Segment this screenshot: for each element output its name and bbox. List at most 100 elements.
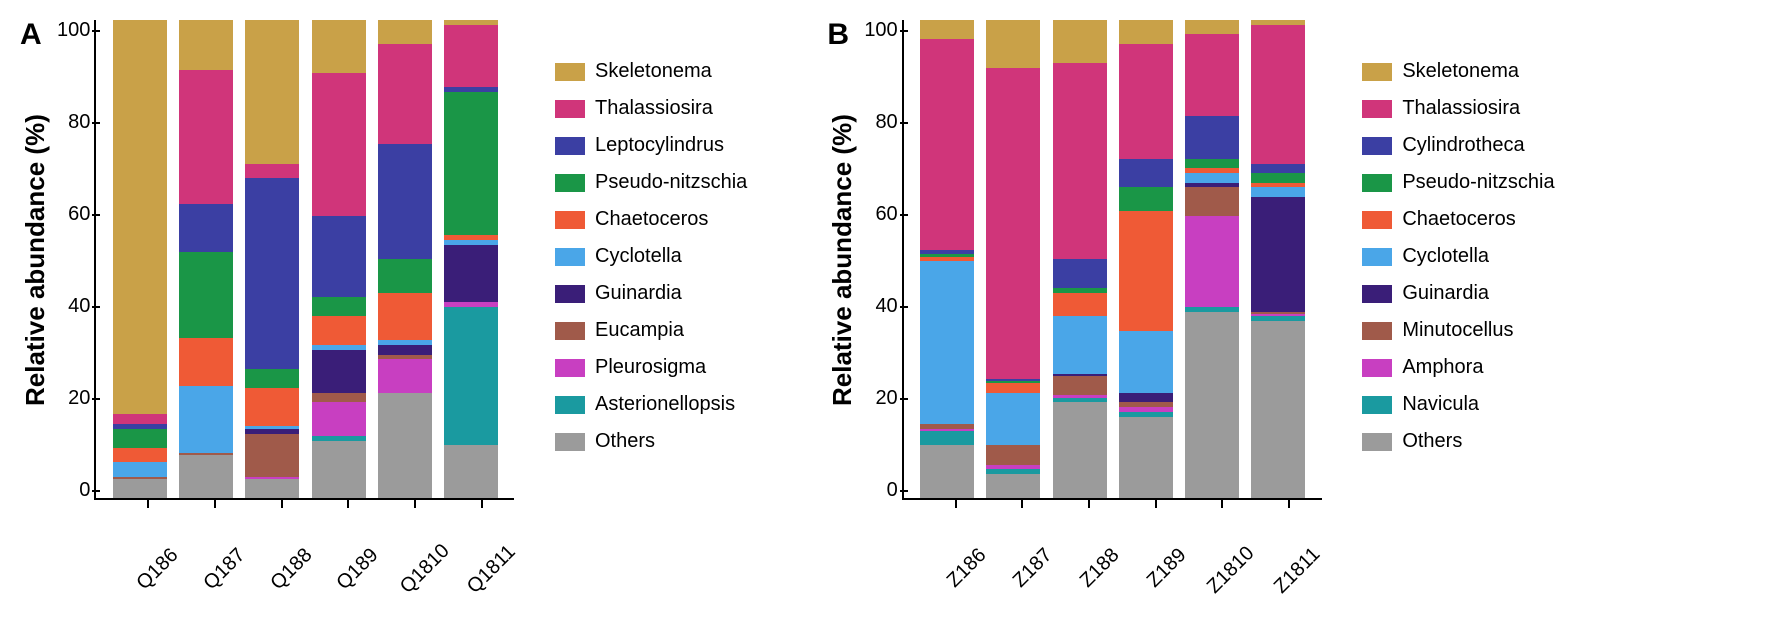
y-ticks: 100806040200 bbox=[864, 20, 901, 500]
y-tick: 0 bbox=[79, 480, 90, 500]
legend-label: Pleurosigma bbox=[595, 356, 706, 379]
legend-swatch bbox=[555, 100, 585, 118]
legend-label: Cyclotella bbox=[595, 245, 682, 268]
bar-segment bbox=[986, 20, 1040, 68]
x-label: Q189 bbox=[329, 544, 383, 598]
bar-segment bbox=[1251, 187, 1305, 197]
y-tick: 60 bbox=[875, 204, 897, 224]
bar-segment bbox=[1185, 116, 1239, 159]
bar-segment bbox=[1119, 393, 1173, 403]
legend-item: Cyclotella bbox=[1362, 245, 1554, 268]
bar bbox=[1185, 20, 1239, 498]
bar-segment bbox=[986, 383, 1040, 393]
bar-segment bbox=[444, 245, 498, 302]
y-ticks: 100806040200 bbox=[57, 20, 94, 500]
legend-swatch bbox=[555, 63, 585, 81]
legend-swatch bbox=[1362, 359, 1392, 377]
bar-segment bbox=[986, 445, 1040, 464]
bar-segment bbox=[113, 414, 167, 424]
legend-label: Thalassiosira bbox=[1402, 97, 1520, 120]
bar-segment bbox=[312, 73, 366, 216]
bar-segment bbox=[920, 445, 974, 498]
bar-segment bbox=[312, 216, 366, 297]
bar-segment bbox=[1185, 159, 1239, 169]
legend-label: Skeletonema bbox=[1402, 60, 1519, 83]
bar-segment bbox=[312, 393, 366, 403]
bar bbox=[312, 20, 366, 498]
legend-swatch bbox=[1362, 63, 1392, 81]
x-label: Z1810 bbox=[1203, 544, 1257, 598]
bar-segment bbox=[1251, 25, 1305, 164]
y-tick: 20 bbox=[68, 388, 90, 408]
legend-label: Eucampia bbox=[595, 319, 684, 342]
legend-label: Leptocylindrus bbox=[595, 134, 724, 157]
bar-segment bbox=[312, 20, 366, 73]
legend-item: Chaetoceros bbox=[1362, 208, 1554, 231]
x-label: Q188 bbox=[262, 544, 316, 598]
legend-item: Cylindrotheca bbox=[1362, 134, 1554, 157]
bar-segment bbox=[986, 68, 1040, 379]
x-label: Q187 bbox=[196, 544, 250, 598]
panel-a: ARelative abundance (%)100806040200Q186Q… bbox=[20, 20, 747, 567]
bar-segment bbox=[1119, 417, 1173, 498]
chart-box bbox=[94, 20, 514, 500]
bar-segment bbox=[444, 92, 498, 235]
bar-segment bbox=[113, 20, 167, 414]
legend-item: Leptocylindrus bbox=[555, 134, 747, 157]
legend-swatch bbox=[555, 137, 585, 155]
bar-segment bbox=[245, 20, 299, 163]
legend-label: Amphora bbox=[1402, 356, 1483, 379]
bar-segment bbox=[1053, 402, 1107, 498]
bar-segment bbox=[1119, 159, 1173, 188]
bar-segment bbox=[444, 25, 498, 87]
bar-segment bbox=[1251, 321, 1305, 498]
bar-segment bbox=[1053, 20, 1107, 63]
y-tick: 80 bbox=[68, 112, 90, 132]
legend-label: Pseudo-nitzschia bbox=[595, 171, 747, 194]
legend-swatch bbox=[555, 248, 585, 266]
bar-segment bbox=[245, 178, 299, 369]
bar-segment bbox=[1053, 376, 1107, 395]
x-labels: Q186Q187Q188Q189Q1810Q1811 bbox=[105, 508, 525, 567]
bar-segment bbox=[378, 359, 432, 392]
legend-item: Eucampia bbox=[555, 319, 747, 342]
x-label: Z1811 bbox=[1270, 544, 1324, 598]
bar-segment bbox=[1251, 164, 1305, 174]
bar bbox=[920, 20, 974, 498]
bar-segment bbox=[1119, 44, 1173, 159]
legend-label: Guinardia bbox=[1402, 282, 1489, 305]
y-tick: 100 bbox=[864, 20, 897, 40]
legend-item: Asterionellopsis bbox=[555, 393, 747, 416]
bar-segment bbox=[378, 44, 432, 144]
legend-swatch bbox=[1362, 174, 1392, 192]
legend-item: Skeletonema bbox=[555, 60, 747, 83]
bar-segment bbox=[179, 386, 233, 453]
legend-item: Guinardia bbox=[1362, 282, 1554, 305]
panel-b: BRelative abundance (%)100806040200Z186Z… bbox=[827, 20, 1554, 567]
legend-label: Pseudo-nitzschia bbox=[1402, 171, 1554, 194]
bar-segment bbox=[378, 293, 432, 341]
legend-swatch bbox=[1362, 322, 1392, 340]
bar bbox=[179, 20, 233, 498]
legend-label: Minutocellus bbox=[1402, 319, 1513, 342]
bar-segment bbox=[1185, 312, 1239, 498]
legend: Skeletonema Thalassiosira Cylindrotheca Pse… bbox=[1362, 60, 1554, 567]
bar-segment bbox=[1251, 197, 1305, 312]
bar-segment bbox=[444, 445, 498, 498]
y-tick: 0 bbox=[887, 480, 898, 500]
legend-item: Amphora bbox=[1362, 356, 1554, 379]
legend-item: Minutocellus bbox=[1362, 319, 1554, 342]
bar-segment bbox=[378, 144, 432, 259]
legend-item: Others bbox=[555, 430, 747, 453]
bar-segment bbox=[1119, 20, 1173, 44]
bar-segment bbox=[986, 393, 1040, 446]
bar-segment bbox=[920, 39, 974, 249]
x-label: Z186 bbox=[936, 544, 990, 598]
bar-segment bbox=[1053, 63, 1107, 259]
bar bbox=[378, 20, 432, 498]
bar-segment bbox=[113, 448, 167, 462]
legend-swatch bbox=[1362, 100, 1392, 118]
bar-segment bbox=[444, 307, 498, 446]
bar-segment bbox=[113, 479, 167, 498]
y-axis-label: Relative abundance (%) bbox=[827, 20, 858, 510]
